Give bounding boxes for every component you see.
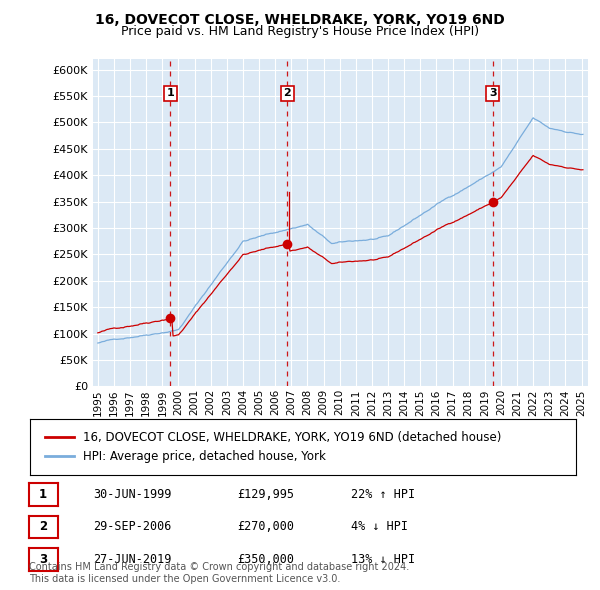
Text: Contains HM Land Registry data © Crown copyright and database right 2024.
This d: Contains HM Land Registry data © Crown c… [29, 562, 409, 584]
Text: 3: 3 [489, 88, 497, 99]
Text: 3: 3 [39, 553, 47, 566]
Text: 27-JUN-2019: 27-JUN-2019 [93, 553, 172, 566]
Text: £270,000: £270,000 [237, 520, 294, 533]
Text: 4% ↓ HPI: 4% ↓ HPI [351, 520, 408, 533]
Text: £350,000: £350,000 [237, 553, 294, 566]
Text: 22% ↑ HPI: 22% ↑ HPI [351, 488, 415, 501]
Text: 1: 1 [39, 488, 47, 501]
Text: 13% ↓ HPI: 13% ↓ HPI [351, 553, 415, 566]
Text: 1: 1 [167, 88, 174, 99]
Text: 30-JUN-1999: 30-JUN-1999 [93, 488, 172, 501]
Text: 2: 2 [283, 88, 291, 99]
Text: £129,995: £129,995 [237, 488, 294, 501]
Text: Price paid vs. HM Land Registry's House Price Index (HPI): Price paid vs. HM Land Registry's House … [121, 25, 479, 38]
Legend: 16, DOVECOT CLOSE, WHELDRAKE, YORK, YO19 6ND (detached house), HPI: Average pric: 16, DOVECOT CLOSE, WHELDRAKE, YORK, YO19… [38, 425, 508, 469]
Text: 2: 2 [39, 520, 47, 533]
Text: 29-SEP-2006: 29-SEP-2006 [93, 520, 172, 533]
Text: 16, DOVECOT CLOSE, WHELDRAKE, YORK, YO19 6ND: 16, DOVECOT CLOSE, WHELDRAKE, YORK, YO19… [95, 13, 505, 27]
